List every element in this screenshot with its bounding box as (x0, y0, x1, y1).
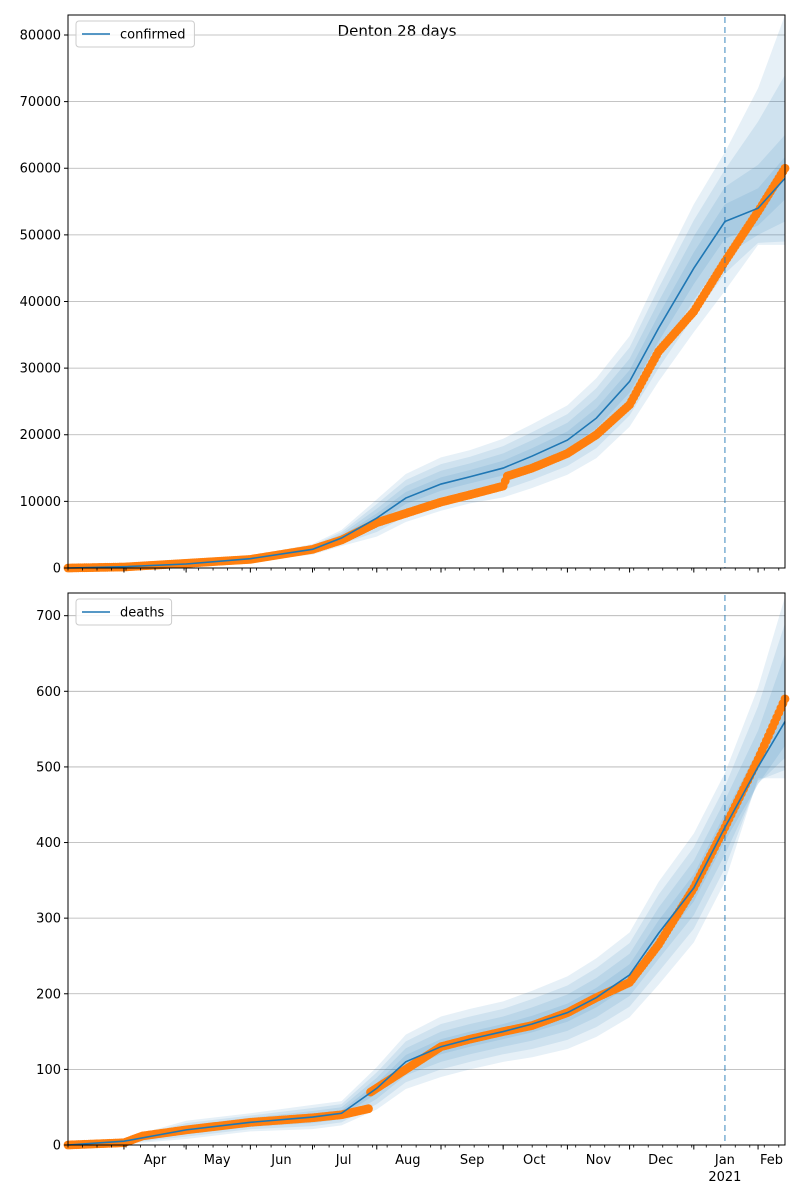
confirmed-y-tick-label: 50000 (20, 228, 61, 243)
figure-title: Denton 28 days (338, 22, 457, 40)
x-tick-label: Nov (586, 1153, 612, 1168)
deaths-legend-box (75, 598, 173, 626)
confirmed-y-tick-label: 60000 (20, 162, 61, 177)
confirmed-y-tick-label: 30000 (20, 362, 61, 377)
confirmed-model-line (67, 177, 786, 569)
x-tick-label: Feb (760, 1153, 783, 1168)
deaths-y-tick-label: 500 (36, 760, 61, 775)
confirmed-y-tick-label: 70000 (20, 95, 61, 110)
deaths-axes-frame (67, 592, 786, 1146)
x-year-label: 2021 (708, 1170, 741, 1185)
x-tick-label: Jul (335, 1153, 352, 1168)
deaths-uncertainty-band (68, 623, 785, 1145)
deaths-legend: deaths (75, 598, 173, 626)
deaths-y-tick-label: 600 (36, 685, 61, 700)
deaths-panel: 0 100 200 300 400 500 600 700 Apr May Jun Jul Aug Sep… (36, 592, 790, 1185)
confirmed-uncertainty-band (68, 156, 785, 568)
x-tick-label: Jan (714, 1153, 735, 1168)
x-tick-label: Aug (395, 1153, 420, 1168)
deaths-uncertainty-band (68, 596, 785, 1145)
confirmed-legend-box (75, 20, 195, 48)
deaths-y-tick-label: 400 (36, 836, 61, 851)
confirmed-y-tick-label: 20000 (20, 428, 61, 443)
confirmed-y-tick-label: 80000 (20, 28, 61, 43)
deaths-y-tick-label: 100 (36, 1063, 61, 1078)
confirmed-uncertainty-band (68, 15, 785, 568)
deaths-y-tick-label: 300 (36, 912, 61, 927)
confirmed-y-tick-label: 10000 (20, 495, 61, 510)
x-tick-label: Dec (648, 1153, 673, 1168)
confirmed-panel: 0 10000 20000 30000 40000 50000 60000 70000 8000… (20, 14, 790, 577)
deaths-observed-point (364, 1104, 373, 1114)
confirmed-legend: confirmed (75, 20, 195, 48)
deaths-y-tick-label: 200 (36, 987, 61, 1002)
confirmed-axes-frame (67, 14, 786, 569)
confirmed-y-tick-label: 0 (53, 562, 61, 577)
deaths-y-tick-label: 700 (36, 609, 61, 624)
confirmed-legend-label: confirmed (120, 28, 186, 43)
deaths-y-tick-label: 0 (53, 1139, 61, 1154)
x-tick-label: Oct (523, 1153, 545, 1168)
confirmed-uncertainty-band (68, 134, 785, 568)
x-tick-label: Sep (460, 1153, 485, 1168)
x-tick-label: Apr (144, 1153, 167, 1168)
deaths-model-line (67, 721, 786, 1146)
x-tick-label: Jun (270, 1153, 291, 1168)
confirmed-y-tick-label: 40000 (20, 295, 61, 310)
deaths-legend-label: deaths (120, 606, 165, 621)
x-tick-label: May (204, 1153, 231, 1168)
deaths-uncertainty-band (68, 653, 785, 1145)
